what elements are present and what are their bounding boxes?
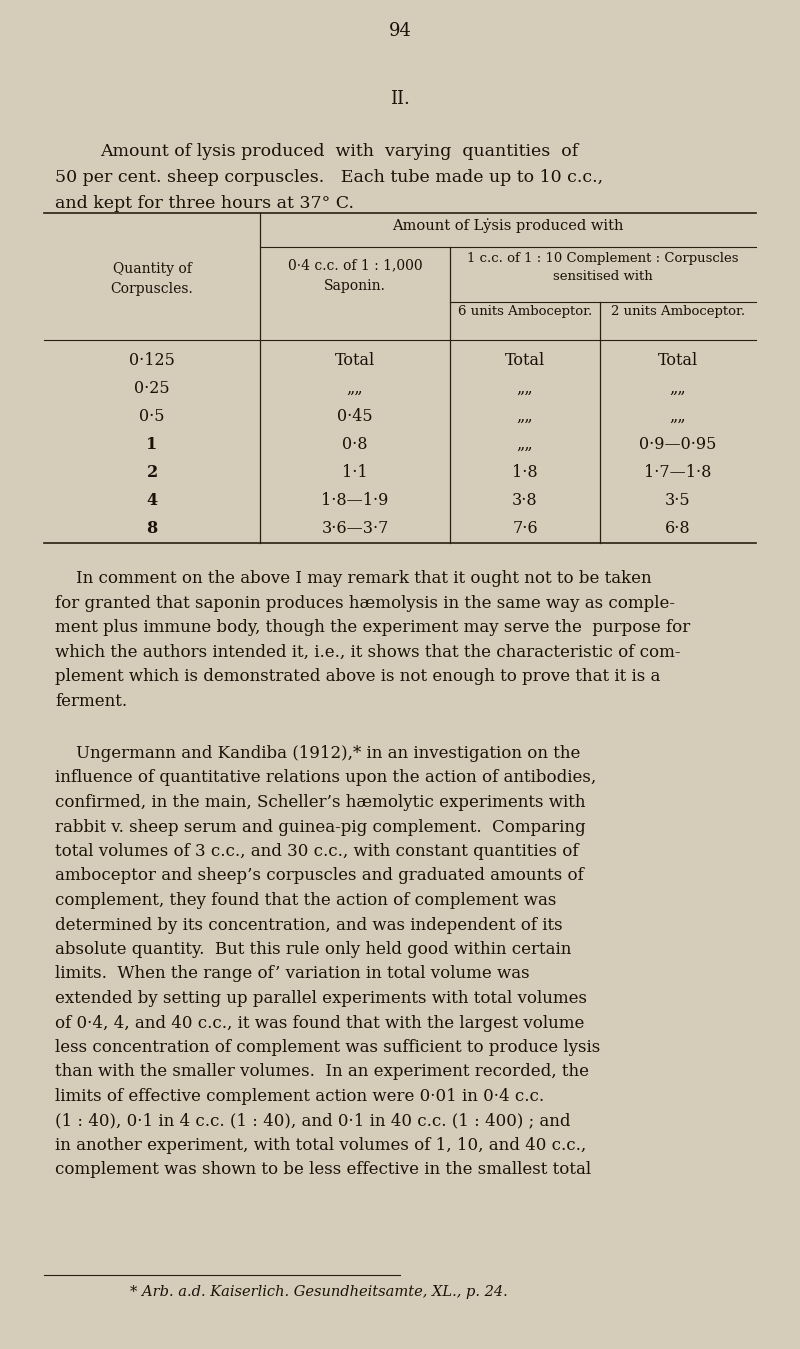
- Text: determined by its concentration, and was independent of its: determined by its concentration, and was…: [55, 916, 562, 934]
- Text: Ungermann and Kandiba (1912),* in an investigation on the: Ungermann and Kandiba (1912),* in an inv…: [55, 745, 580, 762]
- Text: (1 : 40), 0·1 in 4 c.c. (1 : 40), and 0·1 in 40 c.c. (1 : 400) ; and: (1 : 40), 0·1 in 4 c.c. (1 : 40), and 0·…: [55, 1113, 570, 1129]
- Text: less concentration of complement was sufficient to produce lysis: less concentration of complement was suf…: [55, 1039, 600, 1056]
- Text: limits of effective complement action were 0·01 in 0·4 c.c.: limits of effective complement action we…: [55, 1089, 544, 1105]
- Text: than with the smaller volumes.  In an experiment recorded, the: than with the smaller volumes. In an exp…: [55, 1063, 589, 1081]
- Text: for granted that saponin produces hæmolysis in the same way as comple-: for granted that saponin produces hæmoly…: [55, 595, 675, 611]
- Text: * Arb. a.d. Kaiserlich. Gesundheitsamte, XL., p. 24.: * Arb. a.d. Kaiserlich. Gesundheitsamte,…: [130, 1286, 508, 1299]
- Text: 7·6: 7·6: [512, 519, 538, 537]
- Text: 94: 94: [389, 22, 411, 40]
- Text: „„: „„: [517, 436, 534, 453]
- Text: complement was shown to be less effective in the smallest total: complement was shown to be less effectiv…: [55, 1161, 591, 1179]
- Text: of 0·4, 4, and 40 c.c., it was found that with the largest volume: of 0·4, 4, and 40 c.c., it was found tha…: [55, 1014, 584, 1032]
- Text: „„: „„: [670, 407, 686, 425]
- Text: II.: II.: [390, 90, 410, 108]
- Text: 3·8: 3·8: [512, 492, 538, 509]
- Text: 50 per cent. sheep corpuscles.   Each tube made up to 10 c.c.,: 50 per cent. sheep corpuscles. Each tube…: [55, 169, 603, 186]
- Text: 0·8: 0·8: [342, 436, 368, 453]
- Text: in another experiment, with total volumes of 1, 10, and 40 c.c.,: in another experiment, with total volume…: [55, 1137, 586, 1153]
- Text: 0·125: 0·125: [129, 352, 175, 370]
- Text: plement which is demonstrated above is not enough to prove that it is a: plement which is demonstrated above is n…: [55, 668, 660, 685]
- Text: 3·6—3·7: 3·6—3·7: [322, 519, 389, 537]
- Text: absolute quantity.  But this rule only held good within certain: absolute quantity. But this rule only he…: [55, 942, 571, 958]
- Text: complement, they found that the action of complement was: complement, they found that the action o…: [55, 892, 556, 909]
- Text: „„: „„: [346, 380, 363, 397]
- Text: ferment.: ferment.: [55, 692, 127, 710]
- Text: Saponin.: Saponin.: [324, 279, 386, 293]
- Text: 4: 4: [146, 492, 158, 509]
- Text: Amount of lysis produced  with  varying  quantities  of: Amount of lysis produced with varying qu…: [100, 143, 578, 161]
- Text: 2 units Amboceptor.: 2 units Amboceptor.: [611, 305, 745, 318]
- Text: 0·25: 0·25: [134, 380, 170, 397]
- Text: 8: 8: [146, 519, 158, 537]
- Text: amboceptor and sheep’s corpuscles and graduated amounts of: amboceptor and sheep’s corpuscles and gr…: [55, 867, 584, 885]
- Text: 0·9—0·95: 0·9—0·95: [639, 436, 717, 453]
- Text: 1·1: 1·1: [342, 464, 368, 482]
- Text: 1·8: 1·8: [512, 464, 538, 482]
- Text: rabbit v. sheep serum and guinea-pig complement.  Comparing: rabbit v. sheep serum and guinea-pig com…: [55, 819, 586, 835]
- Text: 0·5: 0·5: [139, 407, 165, 425]
- Text: „„: „„: [517, 407, 534, 425]
- Text: total volumes of 3 c.c., and 30 c.c., with constant quantities of: total volumes of 3 c.c., and 30 c.c., wi…: [55, 843, 578, 861]
- Text: 0·4 c.c. of 1 : 1,000: 0·4 c.c. of 1 : 1,000: [288, 258, 422, 272]
- Text: 1·8—1·9: 1·8—1·9: [322, 492, 389, 509]
- Text: limits.  When the range of’ variation in total volume was: limits. When the range of’ variation in …: [55, 966, 530, 982]
- Text: „„: „„: [670, 380, 686, 397]
- Text: 1·7—1·8: 1·7—1·8: [644, 464, 712, 482]
- Text: confirmed, in the main, Scheller’s hæmolytic experiments with: confirmed, in the main, Scheller’s hæmol…: [55, 795, 586, 811]
- Text: Total: Total: [658, 352, 698, 370]
- Text: sensitised with: sensitised with: [553, 270, 653, 283]
- Text: influence of quantitative relations upon the action of antibodies,: influence of quantitative relations upon…: [55, 769, 596, 786]
- Text: Quantity of: Quantity of: [113, 262, 191, 277]
- Text: 6 units Amboceptor.: 6 units Amboceptor.: [458, 305, 592, 318]
- Text: and kept for three hours at 37° C.: and kept for three hours at 37° C.: [55, 196, 354, 212]
- Text: 3·5: 3·5: [665, 492, 691, 509]
- Text: Corpuscles.: Corpuscles.: [110, 282, 194, 295]
- Text: „„: „„: [517, 380, 534, 397]
- Text: which the authors intended it, i.e., it shows that the characteristic of com-: which the authors intended it, i.e., it …: [55, 643, 681, 661]
- Text: 1 c.c. of 1 : 10 Complement : Corpuscles: 1 c.c. of 1 : 10 Complement : Corpuscles: [467, 252, 738, 264]
- Text: Total: Total: [335, 352, 375, 370]
- Text: 1: 1: [146, 436, 158, 453]
- Text: In comment on the above I may remark that it ought not to be taken: In comment on the above I may remark tha…: [55, 571, 652, 587]
- Text: 0·45: 0·45: [337, 407, 373, 425]
- Text: 6·8: 6·8: [665, 519, 691, 537]
- Text: extended by setting up parallel experiments with total volumes: extended by setting up parallel experime…: [55, 990, 587, 1006]
- Text: 2: 2: [146, 464, 158, 482]
- Text: Total: Total: [505, 352, 545, 370]
- Text: Amount of Lẏsis produced with: Amount of Lẏsis produced with: [392, 219, 624, 233]
- Text: ment plus immune body, though the experiment may serve the  purpose for: ment plus immune body, though the experi…: [55, 619, 690, 635]
